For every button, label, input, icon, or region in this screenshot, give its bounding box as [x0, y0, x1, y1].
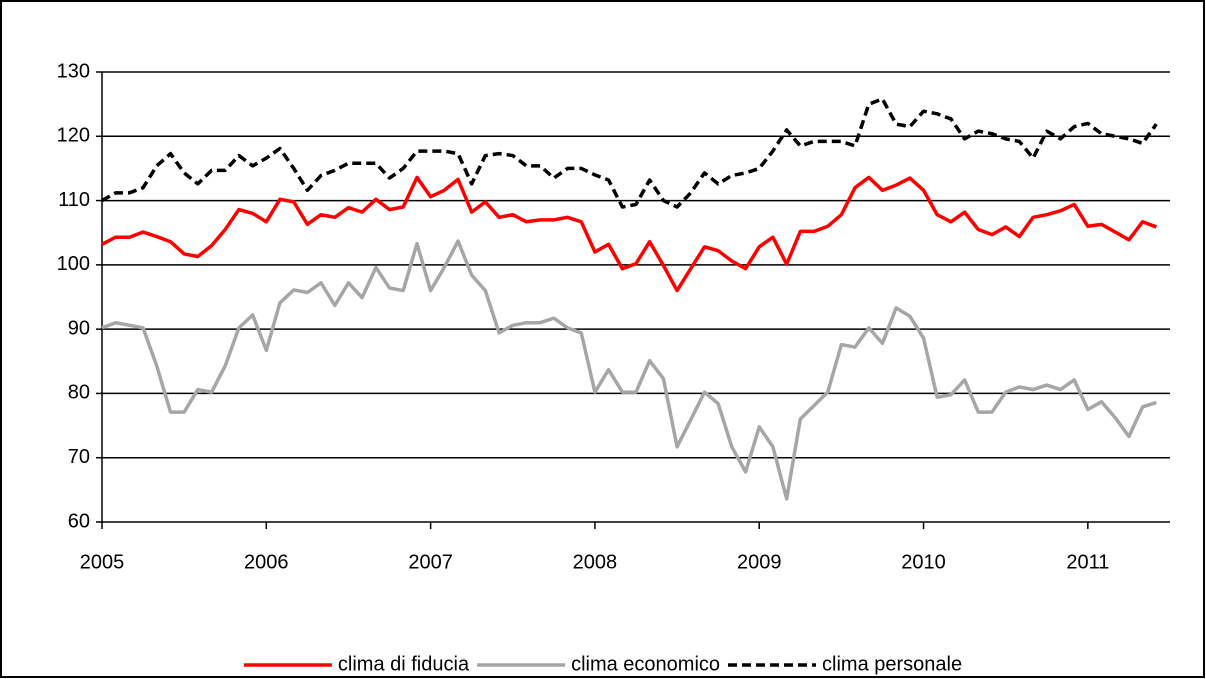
- y-tick-label: 100: [57, 253, 90, 275]
- y-tick-label: 120: [57, 125, 90, 147]
- y-tick-label: 70: [68, 446, 90, 468]
- x-tick-label: 2007: [408, 551, 453, 573]
- legend-label: clima economico: [571, 653, 720, 675]
- y-tick-label: 110: [58, 189, 90, 211]
- plot-area: 60 70 80 90 100 110 120 130 2005 2006 2007 2008 2009…: [57, 60, 1170, 573]
- legend-label: clima personale: [822, 653, 962, 675]
- x-tick-label: 2009: [737, 551, 782, 573]
- series-line: [101, 239, 1157, 501]
- legend-item: clima economico: [477, 653, 720, 675]
- y-tick-label: 80: [68, 382, 90, 404]
- legend-label: clima di fiducia: [338, 653, 470, 675]
- y-tick-label: 130: [57, 60, 90, 82]
- y-tick-label: 90: [68, 317, 90, 339]
- legend: clima di fiducia clima economico clima per…: [243, 653, 962, 675]
- x-tick-label: 2010: [901, 551, 946, 573]
- x-tick-label: 2005: [80, 551, 125, 573]
- y-tick-label: 60: [68, 510, 90, 532]
- series-line: [101, 97, 1158, 209]
- x-tick-label: 2011: [1066, 551, 1109, 573]
- x-tick-label: 2008: [573, 551, 618, 573]
- series-line: [101, 175, 1157, 293]
- legend-item: clima personale: [728, 653, 962, 675]
- x-tick-label: 2006: [244, 551, 289, 573]
- legend-item: clima di fiducia: [243, 653, 470, 675]
